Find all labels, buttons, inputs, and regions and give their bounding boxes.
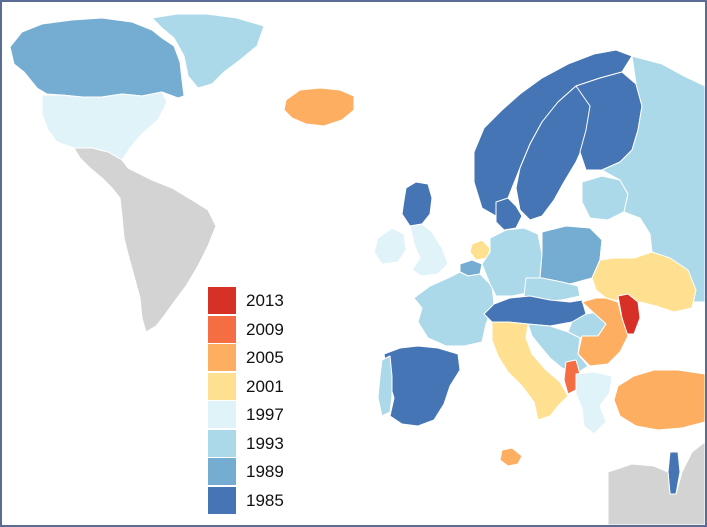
legend-label: 2009	[246, 319, 284, 339]
legend-label: 2005	[246, 348, 284, 367]
legend-item-1985: 1985	[208, 486, 308, 515]
region-spain	[383, 345, 461, 427]
region-ireland	[373, 227, 407, 265]
legend-swatch	[208, 401, 236, 428]
region-turkey	[613, 369, 705, 431]
legend-item-2013: 2013	[208, 286, 308, 315]
region-greece	[575, 371, 613, 435]
legend-item-1997: 1997	[208, 400, 308, 429]
legend-swatch	[208, 458, 236, 485]
region-greenland	[151, 13, 265, 89]
region-scotland	[401, 181, 433, 227]
region-malta	[499, 447, 523, 467]
map-legend: 2013 2009 2005 2001 1997 1993 1989 1985	[208, 286, 308, 514]
legend-swatch	[208, 486, 236, 514]
region-italy	[491, 321, 569, 421]
legend-label: 1993	[246, 433, 284, 453]
region-latin-america	[73, 147, 217, 333]
legend-item-1989: 1989	[208, 457, 308, 486]
legend-label: 1997	[246, 405, 284, 424]
region-canada	[9, 17, 185, 99]
legend-label: 1989	[246, 462, 284, 481]
legend-swatch	[208, 372, 236, 400]
legend-swatch	[208, 287, 236, 314]
region-denmark	[495, 197, 523, 231]
region-portugal	[377, 355, 393, 417]
legend-item-2009: 2009	[208, 315, 308, 344]
region-north-africa	[607, 441, 705, 525]
region-usa	[41, 91, 168, 161]
legend-item-2001: 2001	[208, 372, 308, 401]
legend-label: 1985	[246, 490, 284, 510]
region-iceland	[283, 87, 355, 127]
legend-swatch	[208, 315, 236, 343]
legend-swatch	[208, 429, 236, 457]
region-england	[409, 223, 449, 277]
legend-item-1993: 1993	[208, 429, 308, 458]
region-france	[413, 271, 495, 347]
legend-label: 2013	[246, 291, 284, 310]
legend-label: 2001	[246, 376, 284, 396]
legend-item-2005: 2005	[208, 343, 308, 372]
legend-swatch	[208, 344, 236, 371]
